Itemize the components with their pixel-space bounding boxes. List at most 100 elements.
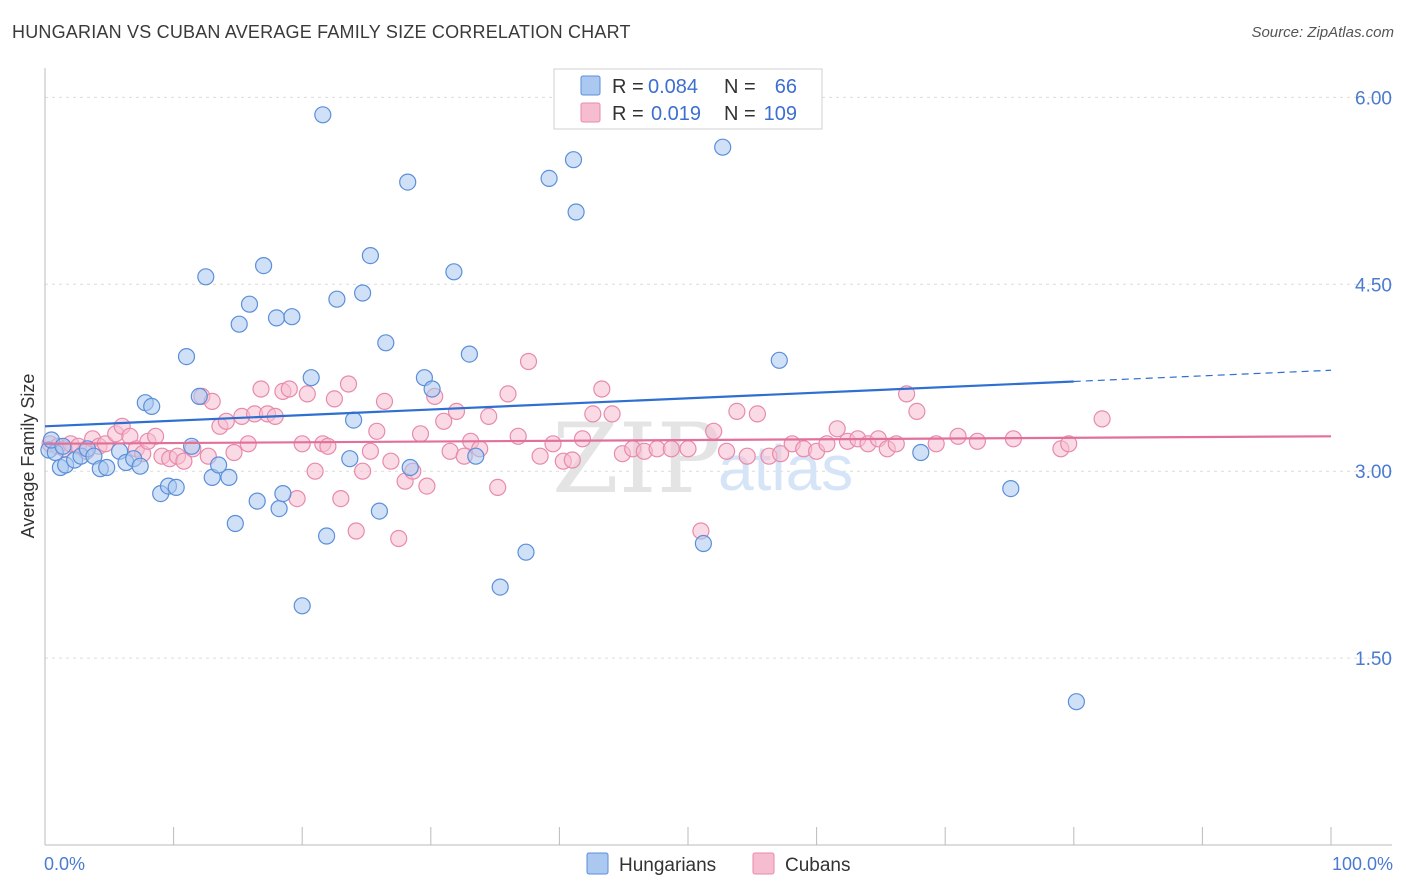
- hungarian-point: [220, 468, 238, 486]
- cuban-point: [1093, 410, 1111, 428]
- hungarian-point: [183, 437, 201, 455]
- bottom-legend-hungarians[interactable]: Hungarians: [619, 855, 716, 876]
- hungarian-point: [354, 284, 372, 302]
- legend-hungarian-n-value: 66: [775, 76, 797, 98]
- hungarian-point: [423, 380, 441, 398]
- cuban-point: [679, 440, 697, 458]
- cuban-point: [306, 462, 324, 480]
- hungarian-point: [564, 151, 583, 169]
- hungarian-point: [345, 411, 363, 429]
- hungarian-point: [197, 268, 215, 286]
- cuban-point: [927, 435, 945, 453]
- cuban-point: [447, 402, 466, 420]
- hungarian-point: [167, 478, 185, 496]
- hungarian-point: [517, 543, 535, 561]
- y-tick-label-0: 1.50: [1355, 649, 1392, 670]
- cuban-point: [332, 490, 350, 508]
- cuban-point: [354, 462, 372, 480]
- chart-title: HUNGARIAN VS CUBAN AVERAGE FAMILY SIZE C…: [12, 22, 631, 42]
- tick-labels: 1.50 3.00 4.50 6.00 0.0% 100.0%: [44, 88, 1393, 874]
- x-tick-label-max: 100.0%: [1332, 854, 1393, 874]
- hungarian-point: [341, 450, 359, 468]
- legend-hungarian-swatch: [580, 75, 601, 96]
- hungarian-point: [770, 351, 788, 369]
- hungarian-point: [267, 309, 286, 327]
- hungarian-point: [293, 597, 311, 615]
- hungarian-point: [314, 106, 332, 124]
- cuban-point: [968, 432, 987, 450]
- hungarian-point: [226, 514, 244, 533]
- hungarian-point: [274, 485, 292, 503]
- legend-cuban-r-label: R =: [612, 103, 644, 125]
- cuban-point: [480, 407, 498, 425]
- hungarian-point: [491, 578, 509, 596]
- cuban-point: [573, 430, 592, 448]
- cuban-point: [584, 405, 602, 423]
- y-tick-label-2: 4.50: [1355, 275, 1392, 296]
- cuban-point: [531, 447, 549, 465]
- cuban-point: [648, 440, 666, 458]
- hungarian-point: [1067, 693, 1086, 711]
- cuban-point: [298, 385, 316, 403]
- hungarian-point: [714, 138, 732, 156]
- legend-hungarian-r-label: R =: [612, 76, 644, 98]
- hungarian-point: [98, 458, 116, 477]
- trend-lines: [44, 369, 1332, 445]
- y-axis-title: Average Family Size: [18, 374, 38, 539]
- cuban-point: [489, 478, 507, 496]
- hungarian-point: [131, 457, 149, 475]
- cuban-point: [705, 422, 723, 440]
- hungarian-point: [1002, 480, 1020, 498]
- cuban-point: [828, 420, 846, 438]
- hungarian-point: [177, 348, 196, 366]
- cuban-point: [603, 405, 621, 423]
- cuban-point: [239, 435, 257, 453]
- hungarian-point: [401, 458, 419, 477]
- bottom-legend-cubans[interactable]: Cubans: [785, 855, 851, 876]
- cuban-point: [288, 490, 306, 508]
- cuban-point: [319, 437, 337, 455]
- hungarian-point: [54, 437, 72, 455]
- bottom-legend-hungarian-swatch[interactable]: [586, 852, 609, 875]
- legend-cuban-n-value: 109: [764, 103, 797, 125]
- cuban-point: [175, 452, 193, 470]
- legend-hungarian-r-value: 0.084: [648, 76, 698, 98]
- cuban-point: [728, 402, 746, 420]
- hungarian-point: [912, 443, 930, 462]
- hungarian-point: [445, 263, 463, 281]
- hungarian-point: [567, 203, 585, 221]
- cuban-point: [293, 435, 311, 453]
- correlation-legend: R = 0.084 N = 66 R = 0.019 N = 109: [553, 68, 823, 130]
- bottom-legend-cuban-swatch[interactable]: [752, 852, 775, 875]
- chart-source: Source: ZipAtlas.com: [1251, 24, 1394, 41]
- legend-cuban-swatch: [580, 102, 601, 123]
- cuban-point: [390, 529, 408, 548]
- cuban-point: [544, 435, 562, 453]
- hungarian-point: [255, 257, 273, 275]
- gridlines: [45, 96, 1392, 659]
- cuban-point: [738, 447, 756, 465]
- hungarian-point: [399, 173, 417, 191]
- legend-cuban-n-label: N =: [724, 103, 756, 125]
- cuban-point: [361, 442, 379, 460]
- cuban-point: [748, 405, 767, 423]
- cuban-point: [325, 390, 343, 408]
- cuban-point: [499, 385, 517, 403]
- hungarian-point: [210, 456, 228, 474]
- hungarian-point: [230, 315, 248, 333]
- hungarian-point: [540, 169, 558, 187]
- y-tick-label-1: 3.00: [1355, 462, 1392, 483]
- cuban-point: [435, 412, 453, 430]
- legend-hungarian-n-label: N =: [724, 76, 756, 98]
- cuban-point: [908, 402, 926, 420]
- hungarian-point: [328, 290, 346, 308]
- hungarian-trend-line: [44, 380, 1074, 428]
- cuban-point: [418, 477, 436, 495]
- hungarian-point: [694, 534, 713, 553]
- hungarian-trend-extension: [1073, 369, 1332, 383]
- cuban-point: [217, 412, 235, 430]
- hungarian-point: [270, 500, 288, 518]
- cuban-point: [1060, 435, 1078, 453]
- cuban-point: [411, 425, 430, 443]
